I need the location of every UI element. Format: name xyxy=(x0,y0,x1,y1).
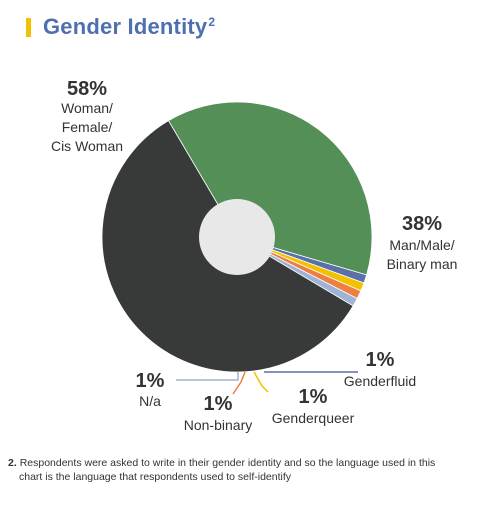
pct-label-man-male-binary-man: 38% xyxy=(402,213,442,235)
slice-label-woman-female-cis-woman-line-3: Cis Woman xyxy=(51,138,123,154)
pct-label-woman-female-cis-woman: 58% xyxy=(67,78,107,100)
slice-label-woman-female-cis-woman-line-2: Female/ xyxy=(62,119,113,135)
slice-label-non-binary-line-1: Non-binary xyxy=(184,417,252,433)
slice-label-genderqueer-line-1: Genderqueer xyxy=(272,410,355,426)
footnote-line-2: chart is the language that respondents u… xyxy=(19,471,292,483)
slice-label-man-male-binary-man-line-1: Man/Male/ xyxy=(389,237,454,253)
pct-label-n-a: 1% xyxy=(136,370,165,392)
leader-line-non-binary xyxy=(232,371,246,395)
footnote-line-1: Respondents were asked to write in their… xyxy=(19,457,436,469)
pct-label-genderfluid: 1% xyxy=(366,349,395,371)
footnote-number: 2. xyxy=(8,457,17,469)
title-superscript: 2 xyxy=(208,14,216,29)
pie-chart: 38% Man/Male/Binary man 1% Genderfluid 1% Gen… xyxy=(51,78,458,433)
pct-label-genderqueer: 1% xyxy=(299,386,328,408)
pie-slice-man-male-binary-man xyxy=(167,101,373,276)
slice-label-n-a-line-1: N/a xyxy=(139,393,161,409)
slice-label-woman-female-cis-woman-line-1: Woman/ xyxy=(61,100,113,116)
title-text: Gender Identity2 xyxy=(43,14,216,39)
footnote: 2. Respondents were asked to write in th… xyxy=(8,456,468,484)
pie-center-hole xyxy=(199,199,275,275)
leader-line-genderqueer xyxy=(253,371,269,393)
slice-label-genderfluid-line-1: Genderfluid xyxy=(344,373,416,389)
title-accent-bar xyxy=(26,17,31,37)
chart-title: Gender Identity2 xyxy=(26,14,215,40)
pct-label-non-binary: 1% xyxy=(204,393,233,415)
leader-line-n-a xyxy=(176,372,239,381)
slice-label-man-male-binary-man-line-2: Binary man xyxy=(387,256,458,272)
